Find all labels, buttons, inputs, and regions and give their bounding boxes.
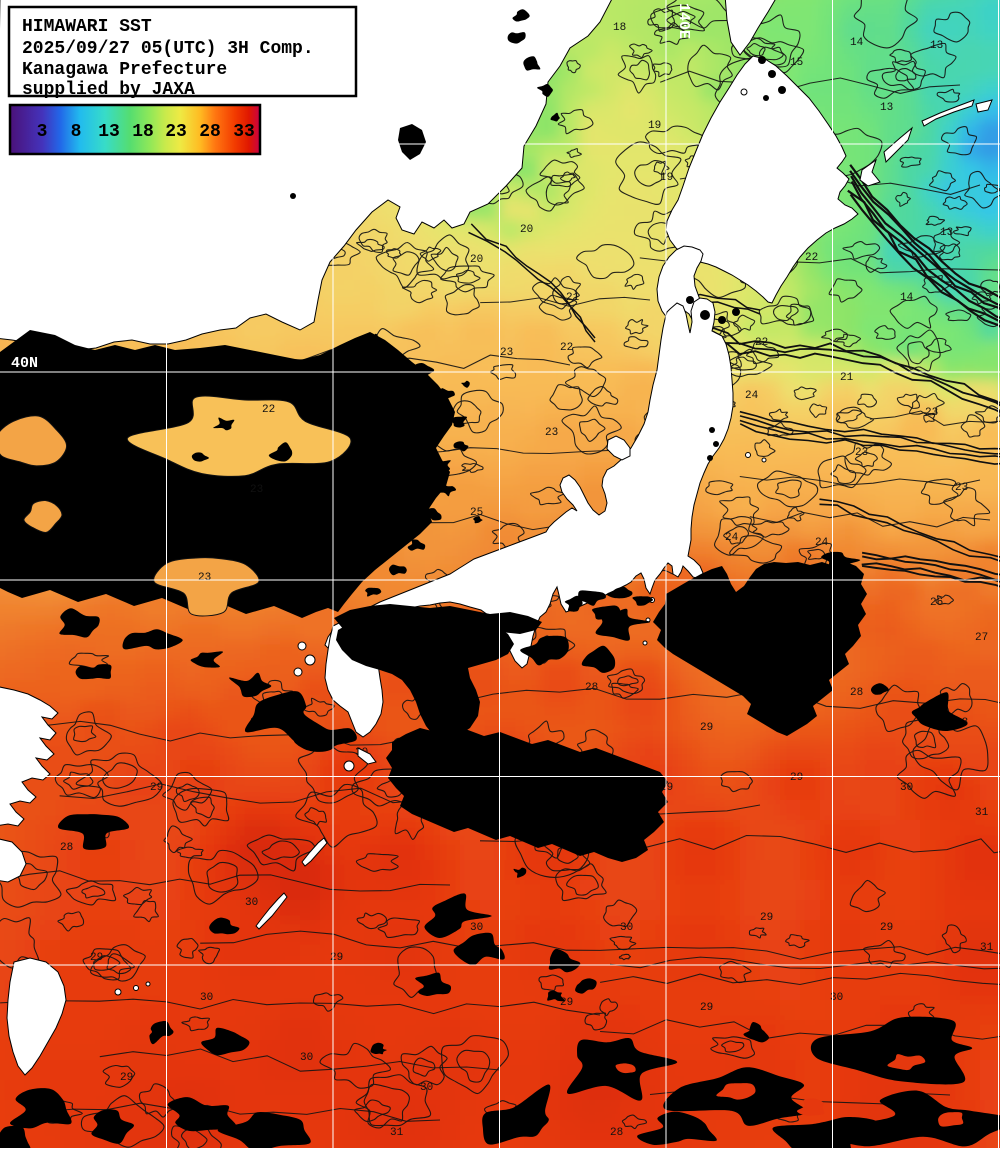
svg-text:22: 22 <box>262 404 275 416</box>
svg-text:19: 19 <box>660 172 673 184</box>
svg-text:30: 30 <box>620 922 633 934</box>
svg-text:30: 30 <box>420 1082 433 1094</box>
svg-text:28: 28 <box>850 687 863 699</box>
svg-text:28: 28 <box>60 842 73 854</box>
svg-text:40N: 40N <box>11 355 38 372</box>
svg-text:23: 23 <box>198 572 211 584</box>
svg-text:30: 30 <box>245 897 258 909</box>
svg-text:23: 23 <box>925 407 938 419</box>
svg-text:2025/09/27 05(UTC) 3H Comp.: 2025/09/27 05(UTC) 3H Comp. <box>22 39 314 59</box>
svg-text:21: 21 <box>566 292 580 304</box>
svg-text:26: 26 <box>930 597 943 609</box>
svg-text:13: 13 <box>880 102 893 114</box>
svg-text:22: 22 <box>755 337 768 349</box>
svg-text:30: 30 <box>470 922 483 934</box>
svg-text:20: 20 <box>470 254 483 266</box>
svg-text:29: 29 <box>700 1002 713 1014</box>
svg-text:21: 21 <box>840 372 854 384</box>
svg-text:29: 29 <box>790 772 803 784</box>
svg-text:31: 31 <box>975 807 989 819</box>
svg-text:29: 29 <box>700 722 713 734</box>
svg-text:15: 15 <box>790 57 803 69</box>
svg-text:24: 24 <box>745 390 759 402</box>
svg-text:18: 18 <box>132 122 154 142</box>
svg-text:29: 29 <box>330 952 343 964</box>
svg-text:140E: 140E <box>675 3 692 39</box>
svg-text:31: 31 <box>980 942 994 954</box>
svg-text:30: 30 <box>300 1052 313 1064</box>
svg-text:28: 28 <box>585 682 598 694</box>
svg-text:23: 23 <box>855 447 868 459</box>
svg-text:20: 20 <box>520 224 533 236</box>
svg-text:supplied by JAXA: supplied by JAXA <box>22 80 195 100</box>
svg-text:Kanagawa Prefecture: Kanagawa Prefecture <box>22 60 227 80</box>
svg-text:30: 30 <box>200 992 213 1004</box>
svg-text:HIMAWARI SST: HIMAWARI SST <box>22 17 152 37</box>
svg-text:22: 22 <box>560 342 573 354</box>
svg-text:25: 25 <box>470 507 483 519</box>
svg-text:28: 28 <box>610 1127 623 1139</box>
svg-text:23: 23 <box>250 484 263 496</box>
svg-text:31: 31 <box>390 1127 404 1139</box>
svg-text:23: 23 <box>955 482 968 494</box>
svg-text:22: 22 <box>805 252 818 264</box>
svg-text:14: 14 <box>900 292 914 304</box>
svg-text:13: 13 <box>98 122 120 142</box>
svg-text:13: 13 <box>940 227 953 239</box>
svg-text:29: 29 <box>760 912 773 924</box>
svg-text:27: 27 <box>975 632 988 644</box>
svg-text:24: 24 <box>815 537 829 549</box>
svg-text:29: 29 <box>880 922 893 934</box>
svg-text:18: 18 <box>613 22 626 34</box>
svg-text:30: 30 <box>900 782 913 794</box>
svg-text:23: 23 <box>500 347 513 359</box>
svg-text:14: 14 <box>850 37 864 49</box>
svg-text:29: 29 <box>150 782 163 794</box>
svg-text:29: 29 <box>90 952 103 964</box>
svg-text:23: 23 <box>165 122 187 142</box>
svg-text:13: 13 <box>930 40 943 52</box>
svg-text:8: 8 <box>71 122 82 142</box>
svg-text:23: 23 <box>545 427 558 439</box>
svg-text:24: 24 <box>725 532 739 544</box>
svg-text:30: 30 <box>830 992 843 1004</box>
svg-text:28: 28 <box>199 122 221 142</box>
svg-text:19: 19 <box>648 120 661 132</box>
svg-text:3: 3 <box>37 122 48 142</box>
svg-text:33: 33 <box>233 122 255 142</box>
svg-text:29: 29 <box>120 1072 133 1084</box>
